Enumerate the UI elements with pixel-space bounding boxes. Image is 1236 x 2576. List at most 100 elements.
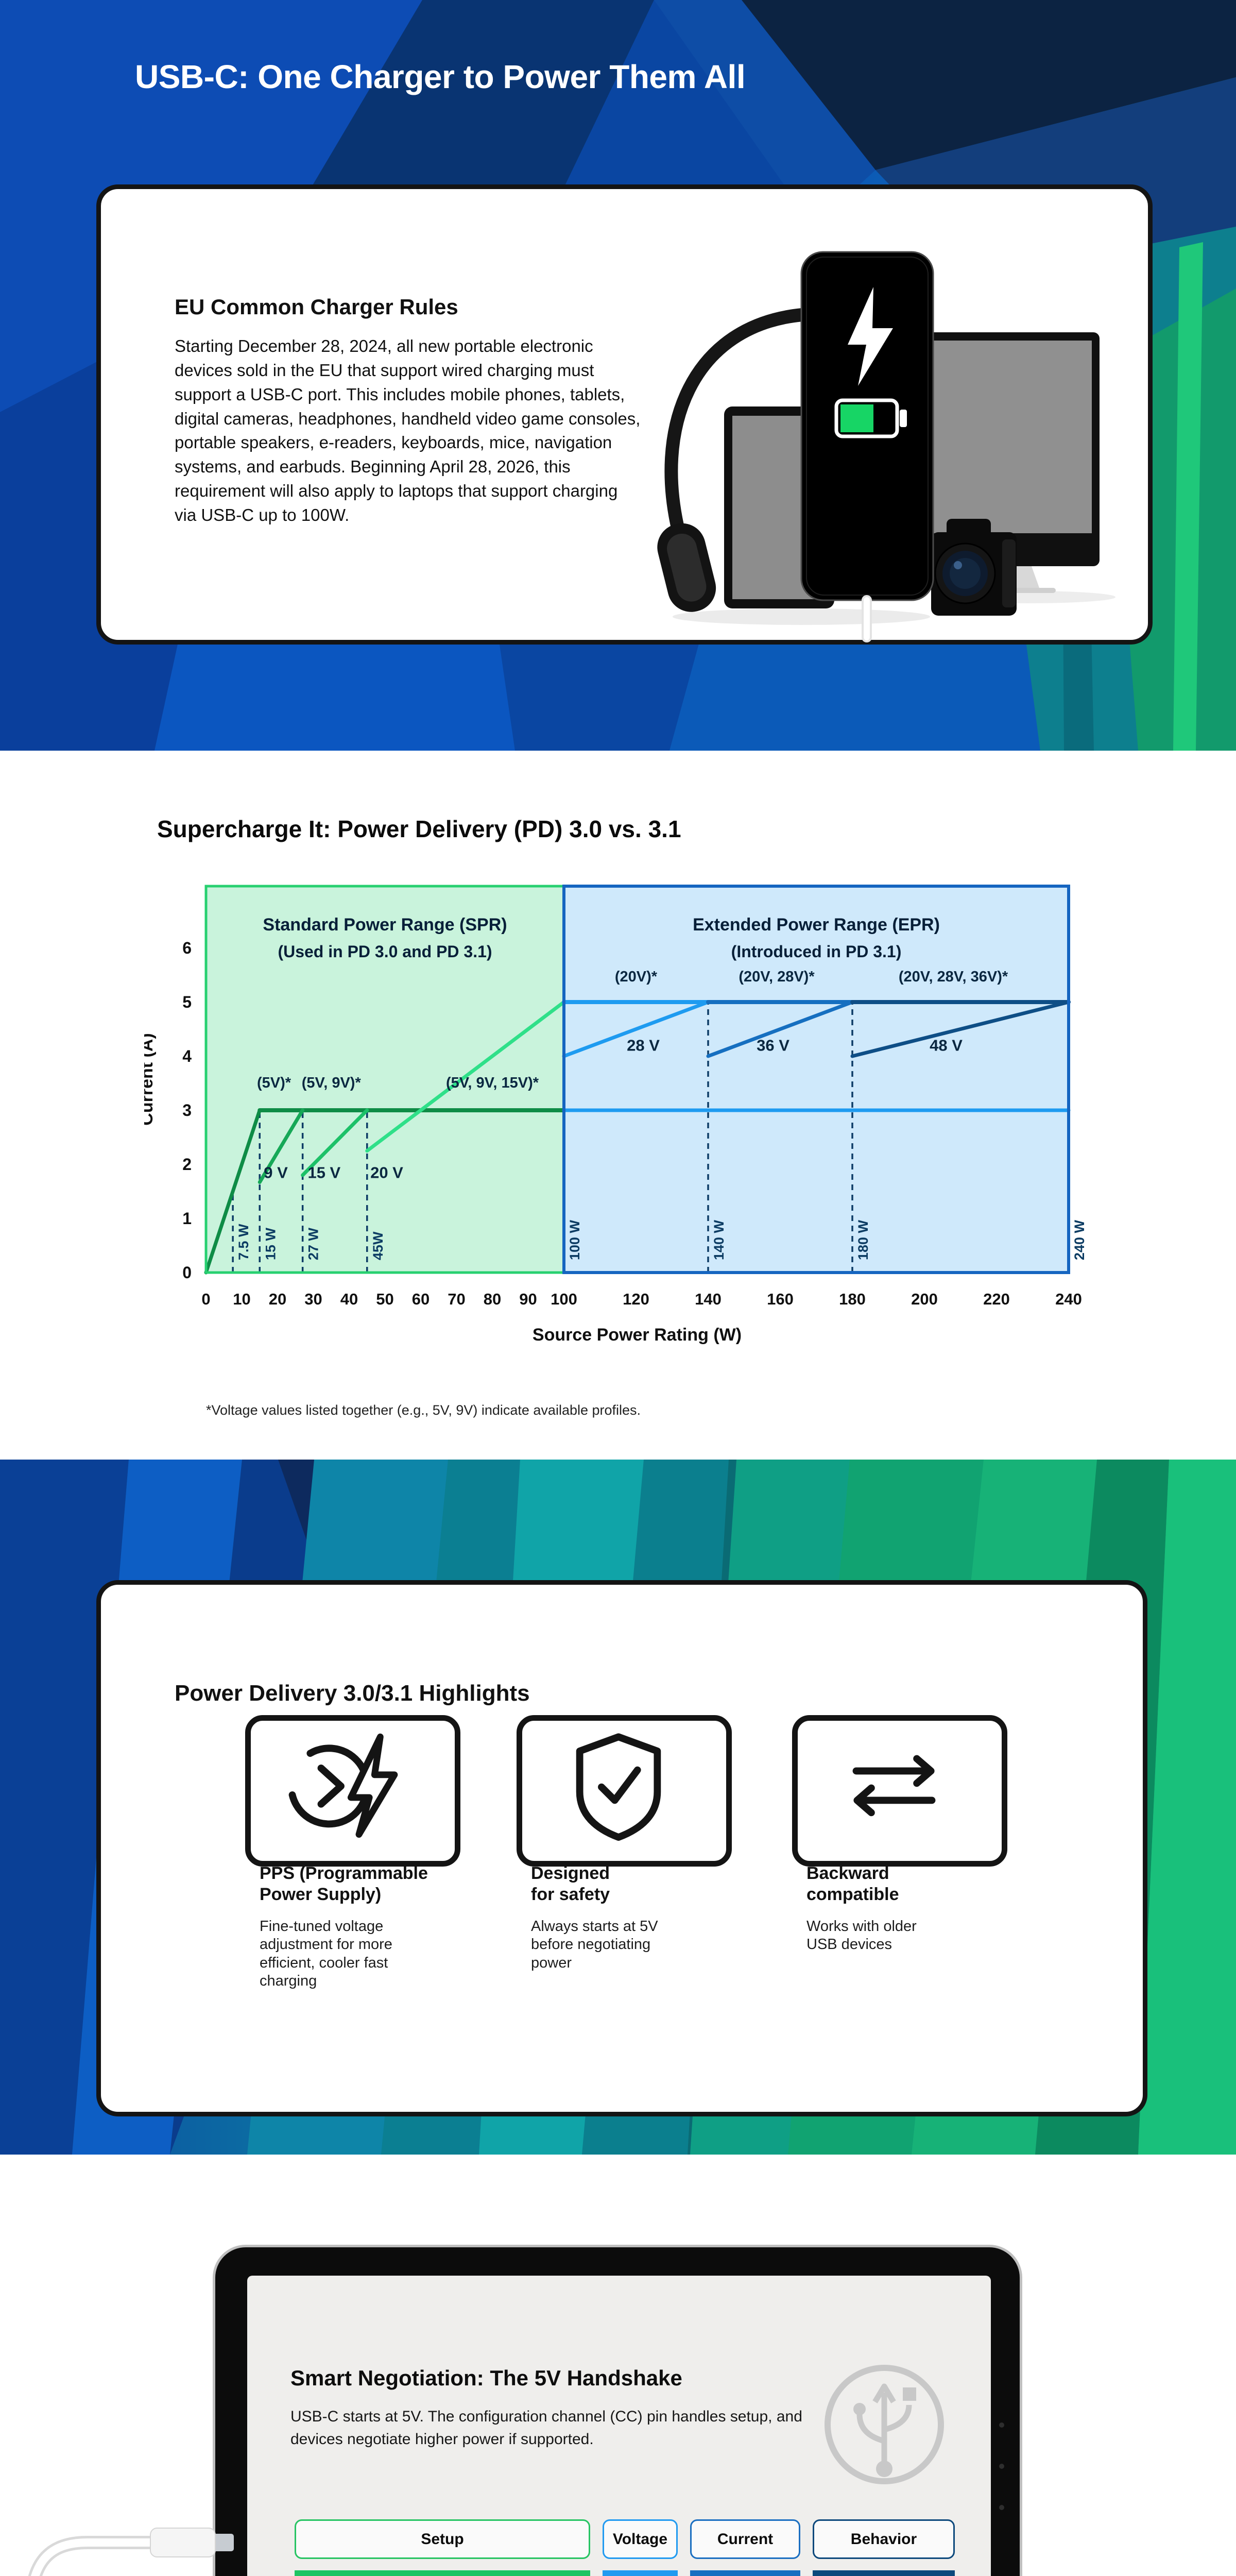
tile-title: PPS (Programmable Power Supply) [260, 1863, 428, 1904]
svg-text:140: 140 [695, 1290, 722, 1308]
svg-text:4: 4 [182, 1047, 192, 1065]
tablet-mockup: Smart Negotiation: The 5V Handshake USB-… [213, 2245, 1022, 2576]
table-row: No communicationLegacy USB (2.0/3.0), no… [295, 2559, 957, 2576]
svg-text:(20V)*: (20V)* [615, 969, 658, 985]
handshake-body: USB-C starts at 5V. The configuration ch… [290, 2408, 802, 2448]
pd-highlights-card: Power Delivery 3.0/3.1 Highlights PPS (P… [96, 1580, 1147, 2116]
svg-text:3: 3 [182, 1101, 192, 1120]
svg-text:6: 6 [182, 939, 192, 957]
svg-text:50: 50 [376, 1290, 393, 1308]
tile-title: Backward compatible [806, 1863, 899, 1904]
battery-icon [834, 398, 907, 438]
svg-text:0: 0 [182, 1263, 192, 1282]
svg-text:180 W: 180 W [855, 1219, 871, 1260]
column-header-voltage: Voltage [603, 2519, 678, 2559]
shadow [673, 608, 930, 625]
svg-text:(20V, 28V, 36V)*: (20V, 28V, 36V)* [899, 969, 1008, 985]
svg-text:(5V, 9V, 15V)*: (5V, 9V, 15V)* [446, 1075, 539, 1091]
svg-text:20: 20 [269, 1290, 286, 1308]
tablet-screen: Smart Negotiation: The 5V Handshake USB-… [247, 2276, 991, 2576]
chart-title: Supercharge It: Power Delivery (PD) 3.0 … [157, 816, 681, 842]
svg-text:Current (A): Current (A) [144, 1033, 157, 1125]
svg-text:20 V: 20 V [370, 1163, 403, 1181]
svg-text:5: 5 [182, 993, 192, 1011]
svg-text:200: 200 [911, 1290, 938, 1308]
tile-body: Works with older USB devices [806, 1918, 917, 1953]
highlight-tile-pps [245, 1715, 460, 1867]
svg-text:1: 1 [182, 1209, 192, 1228]
usb-trident-icon [825, 2365, 944, 2484]
svg-text:220: 220 [983, 1290, 1010, 1308]
tile-body: Always starts at 5V before negotiating p… [531, 1918, 658, 1971]
pps-bolt-icon [287, 1733, 398, 1838]
tile-title: Designed for safety [531, 1863, 610, 1904]
page-title: USB-C: One Charger to Power Them All [135, 58, 746, 95]
behavior-cell: Basic USB [813, 2570, 955, 2576]
svg-text:2: 2 [182, 1155, 192, 1174]
tile-body: Fine-tuned voltage adjustment for more e… [260, 1918, 392, 1990]
eu-rules-heading: EU Common Charger Rules [175, 295, 458, 319]
chart-footnote: *Voltage values listed together (e.g., 5… [206, 1402, 641, 1418]
highlights-heading: Power Delivery 3.0/3.1 Highlights [175, 1681, 530, 1706]
shield-check-icon [576, 1733, 661, 1841]
headphones-icon [657, 308, 809, 612]
usb-connector-tip [212, 2534, 234, 2551]
camera-dot [999, 2464, 1004, 2469]
svg-text:48 V: 48 V [930, 1037, 963, 1055]
usb-connector-body [150, 2528, 216, 2557]
camera-dot [999, 2422, 1004, 2428]
setup-cell: No communicationLegacy USB (2.0/3.0), no… [295, 2570, 590, 2576]
svg-text:100 W: 100 W [567, 1219, 582, 1260]
svg-text:Source Power Rating (W): Source Power Rating (W) [533, 1325, 742, 1345]
camera-icon [931, 519, 1017, 616]
svg-text:240 W: 240 W [1072, 1219, 1087, 1260]
svg-text:180: 180 [839, 1290, 866, 1308]
svg-text:45W: 45W [370, 1231, 386, 1260]
column-header-behavior: Behavior [813, 2519, 955, 2559]
svg-text:15 V: 15 V [307, 1163, 340, 1181]
svg-text:(20V, 28V)*: (20V, 28V)* [739, 969, 815, 985]
table-header-row: Setup Voltage Current Behavior [295, 2519, 957, 2559]
charging-devices-illustration [657, 251, 1115, 642]
lightning-bolt-icon [848, 287, 893, 386]
svg-text:10: 10 [233, 1290, 250, 1308]
svg-text:9 V: 9 V [264, 1163, 288, 1181]
svg-text:7.5 W: 7.5 W [236, 1224, 251, 1260]
svg-text:240: 240 [1055, 1290, 1082, 1308]
svg-text:120: 120 [623, 1290, 649, 1308]
svg-text:160: 160 [767, 1290, 794, 1308]
svg-text:27 W: 27 W [306, 1227, 321, 1260]
column-header-current: Current [690, 2519, 800, 2559]
current-cell: 500–900mA [690, 2570, 800, 2576]
svg-text:40: 40 [340, 1290, 358, 1308]
handshake-table: Setup Voltage Current Behavior No commun… [295, 2519, 957, 2576]
svg-text:(5V, 9V)*: (5V, 9V)* [302, 1075, 362, 1091]
svg-text:(5V)*: (5V)* [257, 1075, 291, 1091]
charging-phone-icon [800, 251, 934, 642]
svg-text:28 V: 28 V [627, 1037, 660, 1055]
swap-arrows-icon [852, 1755, 936, 1817]
svg-text:(Used in PD 3.0 and PD 3.1): (Used in PD 3.0 and PD 3.1) [278, 942, 492, 961]
handshake-heading: Smart Negotiation: The 5V Handshake [290, 2366, 682, 2390]
eu-rules-card: EU Common Charger Rules Starting Decembe… [96, 184, 1153, 645]
highlight-tile-safety [517, 1715, 732, 1867]
voltage-cell: 5V [603, 2570, 678, 2576]
camera-dot [999, 2505, 1004, 2510]
svg-text:30: 30 [304, 1290, 322, 1308]
svg-text:Standard Power Range (SPR): Standard Power Range (SPR) [263, 915, 507, 935]
usb-cable [28, 2528, 234, 2576]
svg-text:70: 70 [448, 1290, 465, 1308]
highlight-tile-backward [792, 1715, 1007, 1867]
svg-text:Extended Power Range (EPR): Extended Power Range (EPR) [693, 915, 940, 935]
svg-text:36 V: 36 V [757, 1037, 789, 1055]
svg-text:100: 100 [551, 1290, 577, 1308]
pd-power-chart: 7.5 W 15 W 27 W 45W 100 W 140 W 180 W 240 W 9 V 1… [144, 885, 1087, 1345]
svg-text:0: 0 [201, 1290, 210, 1308]
svg-text:90: 90 [519, 1290, 537, 1308]
eu-rules-body: Starting December 28, 2024, all new port… [175, 336, 641, 525]
svg-text:15 W: 15 W [263, 1227, 278, 1260]
column-header-setup: Setup [295, 2519, 590, 2559]
svg-text:80: 80 [484, 1290, 501, 1308]
svg-text:60: 60 [412, 1290, 430, 1308]
